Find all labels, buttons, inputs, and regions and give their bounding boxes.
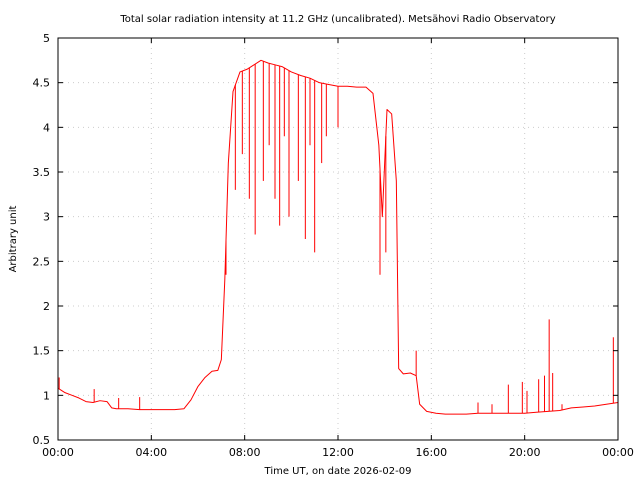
y-tick-label: 2.5 (33, 255, 51, 268)
y-axis-label: Arbitrary unit (8, 206, 19, 273)
x-tick-label: 00:00 (42, 446, 74, 459)
y-tick-label: 0.5 (33, 434, 51, 447)
y-tick-label: 3.5 (33, 166, 51, 179)
y-tick-label: 3 (43, 211, 50, 224)
y-tick-label: 1.5 (33, 345, 51, 358)
chart-title: Total solar radiation intensity at 11.2 … (119, 14, 555, 25)
y-tick-label: 4.5 (33, 77, 51, 90)
ticks-layer: 00:00 04:00 08:00 12:00 16:00 20:00 00:000.511… (33, 32, 634, 459)
x-tick-label: 12:00 (322, 446, 354, 459)
x-tick-label: 00:00 (602, 446, 634, 459)
x-tick-label: 16:00 (415, 446, 447, 459)
x-tick-label: 04:00 (135, 446, 167, 459)
y-tick-label: 2 (43, 300, 50, 313)
y-tick-label: 5 (43, 32, 50, 45)
x-tick-label: 08:00 (229, 446, 261, 459)
x-axis-label: Time UT, on date 2026-02-09 (264, 466, 412, 477)
y-tick-label: 1 (43, 389, 50, 402)
series-layer (57, 59, 619, 415)
x-tick-label: 20:00 (509, 446, 541, 459)
y-tick-label: 4 (43, 121, 50, 134)
